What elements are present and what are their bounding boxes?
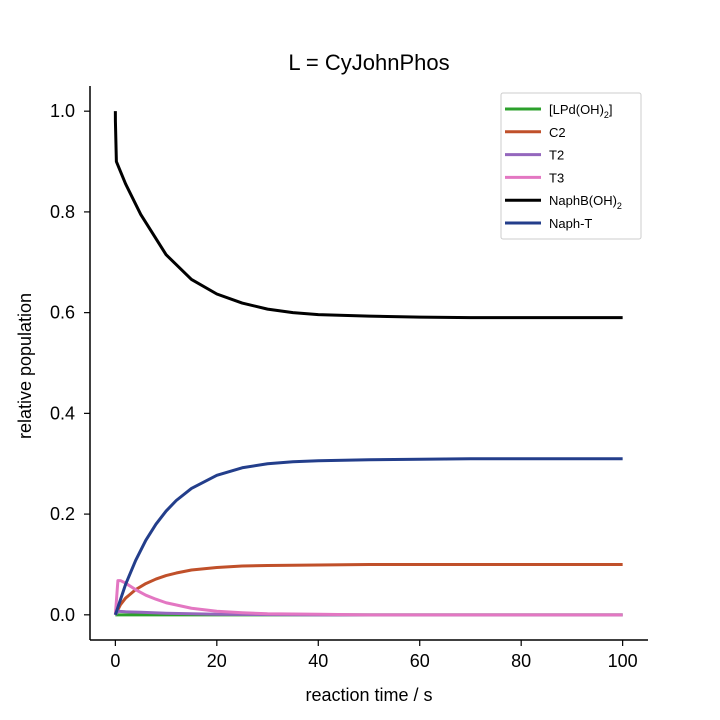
x-tick-label: 40: [308, 651, 328, 671]
series-line-t3: [113, 579, 623, 617]
legend-entry-label: NaphB(OH)2: [549, 193, 622, 211]
legend-entry-label: Naph-T: [549, 216, 592, 231]
y-axis-ticks: 0.0 0.2 0.4 0.6 0.8 1.0: [50, 101, 90, 625]
x-tick-label: 60: [410, 651, 430, 671]
plot-area: [113, 111, 623, 617]
series-line-c2: [114, 562, 623, 616]
y-tick-label: 0.6: [50, 303, 75, 323]
series-line-naph-t: [113, 457, 623, 616]
x-tick-label: 20: [207, 651, 227, 671]
legend-entry-label: T2: [549, 148, 564, 163]
x-tick-label: 80: [511, 651, 531, 671]
x-tick-label: 0: [110, 651, 120, 671]
chart-title: L = CyJohnPhos: [288, 50, 449, 75]
y-axis-label: relative population: [15, 293, 35, 439]
legend: [LPd(OH)2] C2 T2 T3 NaphB(OH)2 Naph-T: [500, 92, 642, 240]
x-axis-label: reaction time / s: [305, 685, 432, 705]
y-tick-label: 0.0: [50, 605, 75, 625]
legend-frame: [500, 92, 642, 240]
x-tick-label: 100: [608, 651, 638, 671]
x-axis-ticks: 0 20 40 60 80 100: [110, 640, 638, 671]
y-tick-label: 1.0: [50, 101, 75, 121]
legend-entry-label: [LPd(OH)2]: [549, 102, 613, 120]
y-tick-label: 0.8: [50, 202, 75, 222]
legend-entry-label: T3: [549, 170, 564, 185]
y-tick-label: 0.2: [50, 504, 75, 524]
y-tick-label: 0.4: [50, 403, 75, 423]
series-line-naphb-oh: [113, 111, 623, 320]
legend-entry-label: C2: [549, 125, 566, 140]
